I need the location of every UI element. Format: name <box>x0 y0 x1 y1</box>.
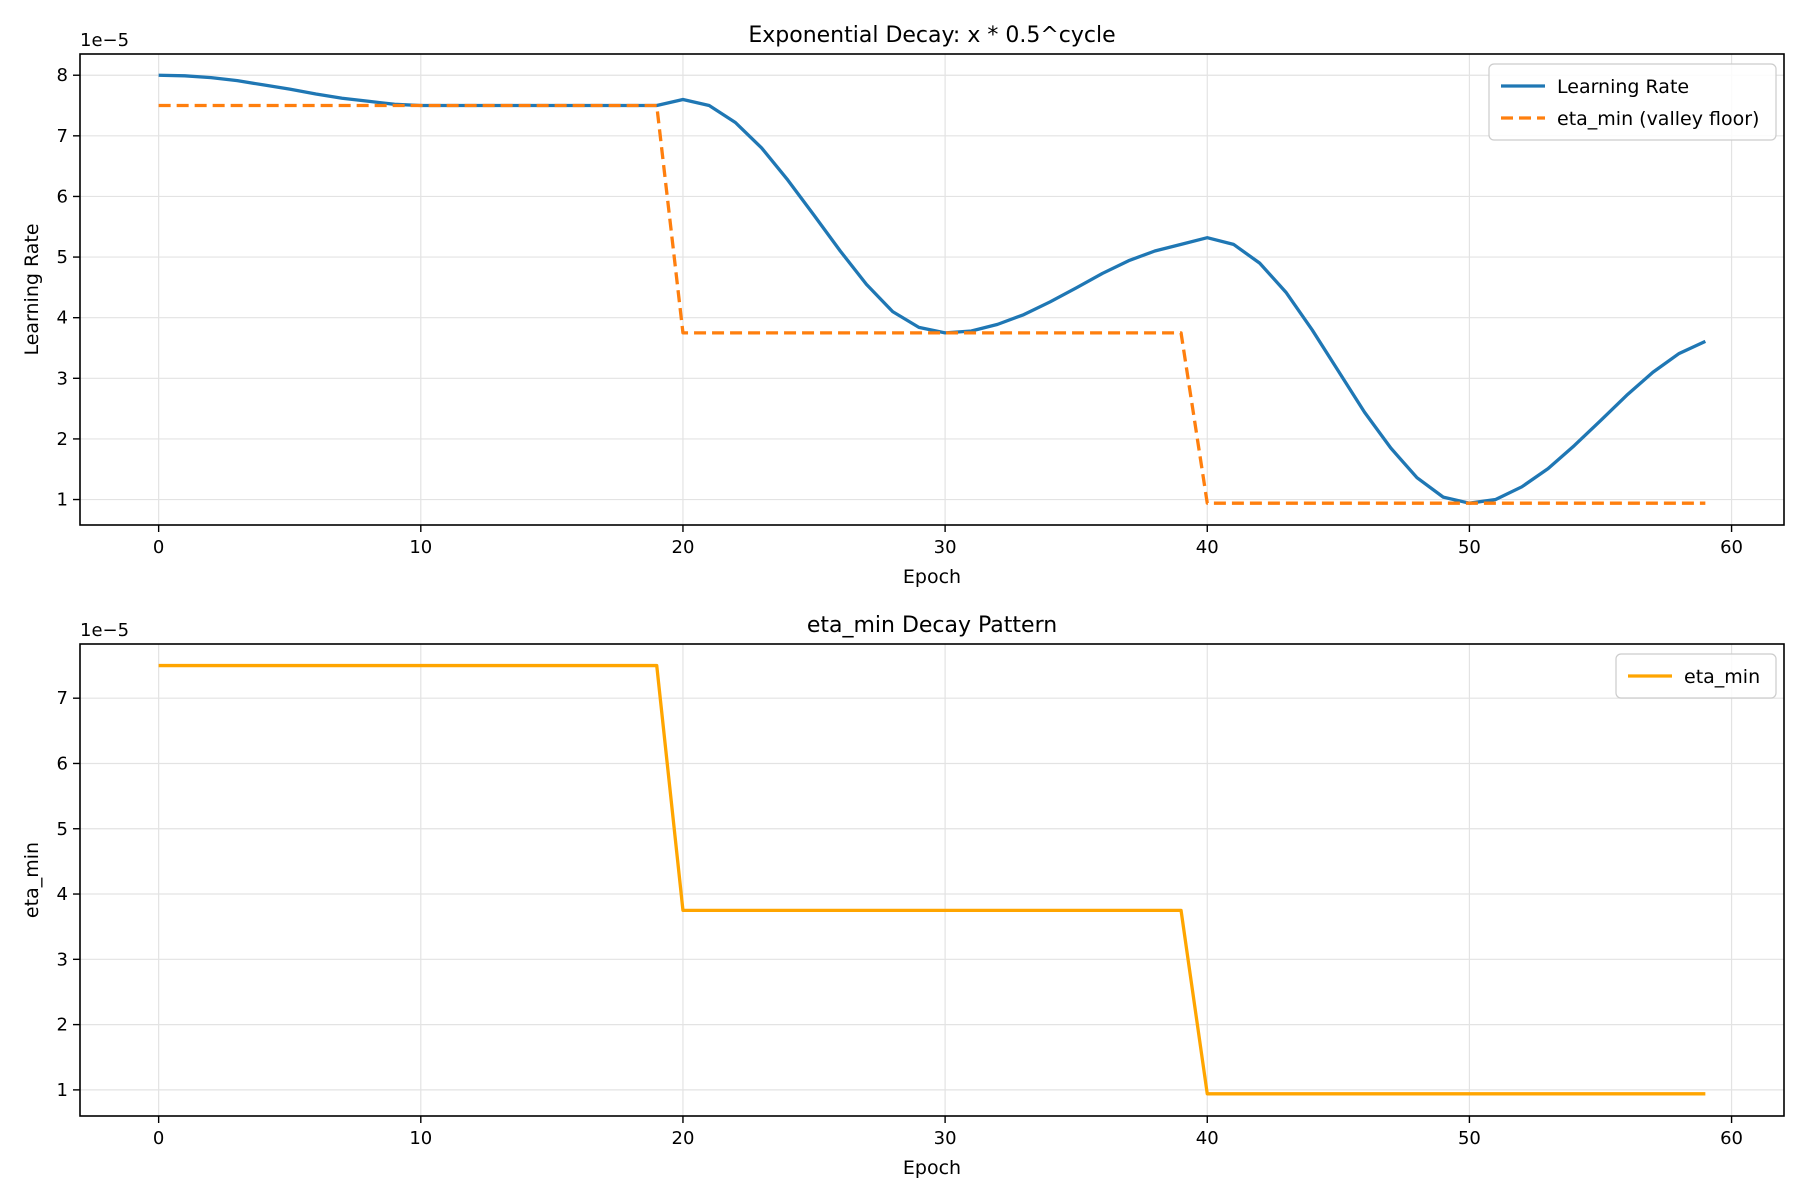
legend-box <box>1615 653 1777 699</box>
y-tick-label: 6 <box>57 186 68 207</box>
legend: eta_min <box>1615 653 1777 699</box>
y-offset-text: 1e−5 <box>80 30 129 51</box>
axes-frame <box>79 53 1785 526</box>
chart-title: Exponential Decay: x * 0.5^cycle <box>748 23 1115 48</box>
x-tick-label: 40 <box>1196 537 1219 558</box>
x-tick-label: 0 <box>153 1128 164 1149</box>
series-line-0 <box>158 663 1706 1096</box>
y-tick-label: 2 <box>57 429 68 450</box>
x-axis-label: Epoch <box>903 566 961 588</box>
y-tick-label: 5 <box>57 819 68 840</box>
x-tick-label: 30 <box>934 537 957 558</box>
y-tick-label: 1 <box>57 1080 68 1101</box>
x-tick-label: 60 <box>1720 537 1743 558</box>
x-tick-label: 10 <box>409 537 432 558</box>
y-tick-label: 8 <box>57 65 68 86</box>
legend-label: eta_min (valley floor) <box>1557 108 1759 130</box>
x-tick-label: 30 <box>934 1128 957 1149</box>
x-tick-label: 60 <box>1720 1128 1743 1149</box>
legend-label: eta_min <box>1684 666 1760 688</box>
y-tick-label: 2 <box>57 1015 68 1036</box>
y-tick-label: 6 <box>57 753 68 774</box>
y-tick-label: 4 <box>57 884 68 905</box>
x-tick-label: 50 <box>1458 537 1481 558</box>
x-axis-label: Epoch <box>903 1157 961 1179</box>
y-tick-label: 5 <box>57 247 68 268</box>
y-tick-label: 3 <box>57 949 68 970</box>
x-tick-label: 50 <box>1458 1128 1481 1149</box>
axes-frame <box>79 643 1785 1117</box>
x-tick-label: 20 <box>672 537 695 558</box>
x-tick-label: 10 <box>409 1128 432 1149</box>
x-tick-label: 40 <box>1196 1128 1219 1149</box>
y-tick-label: 4 <box>57 308 68 329</box>
y-tick-label: 7 <box>57 688 68 709</box>
x-tick-label: 20 <box>672 1128 695 1149</box>
subplot-bottom: 0 10 20 30 40 50 60 1 2 3 4 5 6 7 1e−5 eta_min Decay Pa… <box>21 613 1785 1179</box>
chart-title: eta_min Decay Pattern <box>807 613 1057 638</box>
y-offset-text: 1e−5 <box>80 620 129 641</box>
x-tick-label: 0 <box>153 537 164 558</box>
series-line-1 <box>158 103 1706 505</box>
y-tick-label: 7 <box>57 126 68 147</box>
y-axis-label: eta_min <box>21 842 43 918</box>
subplot-top: 0 10 20 30 40 50 60 1 2 3 4 5 6 7 8 1e−5 Exponential Dec… <box>21 23 1785 588</box>
y-tick-label: 3 <box>57 368 68 389</box>
legend-label: Learning Rate <box>1557 76 1689 98</box>
legend-box <box>1488 63 1777 141</box>
y-tick-label: 1 <box>57 490 68 511</box>
legend: Learning Rate eta_min (valley floor) <box>1488 63 1777 141</box>
y-axis-label: Learning Rate <box>21 223 43 355</box>
